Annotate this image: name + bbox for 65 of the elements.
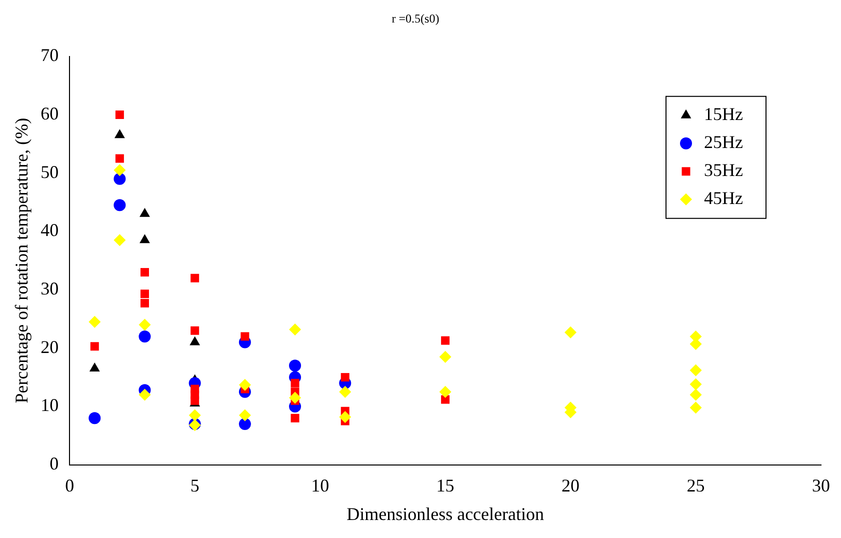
point — [238, 418, 251, 430]
point — [114, 234, 126, 246]
point — [339, 410, 352, 423]
point — [88, 316, 101, 328]
point — [190, 336, 200, 346]
point — [188, 409, 201, 422]
point — [89, 362, 100, 372]
x-tick-label: 5 — [190, 475, 200, 496]
x-tick-label: 10 — [311, 475, 330, 496]
point — [290, 414, 300, 422]
x-tick-label: 15 — [436, 475, 454, 496]
legend-label: 25Hz — [704, 132, 743, 152]
y-tick-label: 40 — [40, 220, 59, 240]
point — [439, 350, 452, 363]
x-tick-label: 0 — [65, 475, 74, 496]
point — [90, 342, 99, 351]
point — [690, 402, 702, 414]
y-tick-label: 10 — [40, 395, 59, 416]
point — [439, 386, 452, 398]
x-tick-label: 30 — [812, 475, 830, 496]
point — [115, 110, 124, 119]
point — [339, 386, 352, 398]
y-tick-label: 60 — [40, 103, 59, 124]
point — [289, 323, 302, 336]
x-tick-label: 20 — [562, 475, 580, 496]
y-tick-label: 0 — [50, 454, 59, 474]
point — [114, 172, 126, 185]
point — [289, 392, 302, 404]
point — [290, 378, 300, 388]
point — [564, 326, 577, 338]
point — [140, 298, 149, 308]
point — [238, 409, 251, 422]
point — [690, 378, 702, 390]
point — [238, 378, 251, 391]
point — [190, 274, 200, 282]
legend-label: 15Hz — [704, 104, 743, 124]
point — [690, 388, 702, 401]
point — [289, 360, 302, 372]
y-tick-label: 50 — [40, 162, 59, 182]
point — [690, 364, 702, 376]
point — [240, 332, 250, 341]
point — [138, 318, 151, 331]
point — [114, 199, 126, 212]
y-tick-label: 70 — [40, 45, 59, 66]
legend-label: 35Hz — [704, 160, 743, 180]
legend-label: 45Hz — [704, 188, 743, 208]
chart-title: r =0.5(s0) — [392, 11, 440, 26]
point — [140, 268, 149, 277]
point — [88, 412, 101, 424]
point — [114, 129, 125, 138]
point — [190, 326, 200, 335]
point — [140, 234, 150, 244]
point — [441, 336, 450, 345]
point — [140, 290, 149, 298]
x-axis-title: Dimensionless acceleration — [346, 504, 544, 524]
point — [140, 208, 150, 217]
point — [138, 330, 151, 342]
x-tick-label: 25 — [686, 475, 705, 496]
y-axis-title: Percentage of rotation temperature, (%) — [12, 118, 32, 404]
point — [115, 154, 124, 163]
y-tick-label: 30 — [40, 278, 59, 299]
point — [340, 373, 350, 382]
point — [114, 164, 126, 176]
point — [138, 388, 151, 401]
y-tick-label: 20 — [40, 336, 59, 357]
